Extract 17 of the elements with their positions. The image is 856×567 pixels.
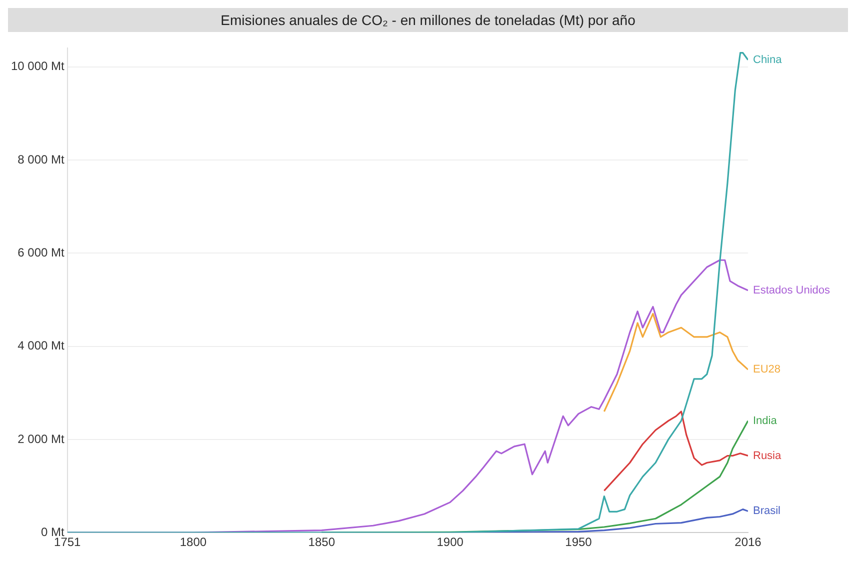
chart-title: Emisiones anuales de CO₂ - en millones de toneladas (Mt) por año <box>8 8 848 32</box>
y-tick-label: 2 000 Mt <box>18 432 66 446</box>
y-tick-label: 6 000 Mt <box>18 245 66 260</box>
series-label: Rusia <box>753 450 782 462</box>
y-tick-label: 4 000 Mt <box>18 338 66 353</box>
series-label: China <box>753 54 783 66</box>
x-tick-label: 1900 <box>436 535 464 550</box>
y-tick-label: 8 000 Mt <box>18 152 66 166</box>
x-tick-label: 1950 <box>565 535 592 550</box>
series-label: Brasil <box>753 505 781 518</box>
series-label: Estados Unidos <box>753 284 831 296</box>
x-tick-label: 1850 <box>308 535 336 550</box>
series-label: India <box>753 414 778 427</box>
x-tick-label: 1800 <box>180 535 207 550</box>
series-label: EU28 <box>753 364 781 376</box>
y-tick-label: 10 000 Mt <box>10 59 66 74</box>
x-tick-label: 2016 <box>734 535 762 550</box>
